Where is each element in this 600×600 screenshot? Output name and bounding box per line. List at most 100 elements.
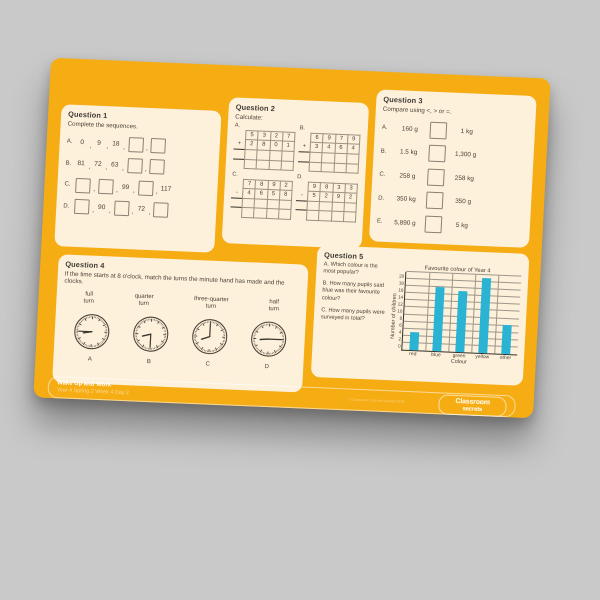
digit-cell: 4 — [346, 144, 360, 155]
comparison-row: D. 350 kg 350 g — [378, 190, 525, 213]
operator-cell — [298, 151, 311, 162]
turn-label-word: turn — [83, 298, 95, 305]
favourite-colour-chart: Favourite colour of Year 4 Number of chi… — [389, 264, 522, 368]
footer-copyright: © Classroom Secrets Limited 2019 — [348, 397, 405, 404]
logo-line-2: secrets — [462, 406, 483, 414]
digit-cell — [343, 212, 356, 223]
question-3-panel: Question 3 Compare using <, > or =. A. 16… — [368, 89, 537, 248]
answer-box[interactable] — [73, 199, 90, 215]
digit-cell: 5 — [307, 191, 321, 202]
digit-cell: 6 — [254, 189, 268, 200]
digit-cell — [280, 160, 294, 171]
y-tick-label: 2 — [398, 336, 402, 342]
y-tick-label: 18 — [398, 280, 405, 286]
digit-cell — [306, 210, 320, 221]
digit-cell — [268, 160, 282, 171]
comparison-answer-box[interactable] — [424, 215, 443, 234]
digit-cell: 5 — [245, 130, 259, 141]
answer-box[interactable] — [75, 177, 91, 194]
comparison-answer-box[interactable] — [429, 121, 448, 140]
digit-cell — [241, 207, 255, 218]
digit-cell: 3 — [332, 182, 346, 193]
comparison-answer-box[interactable] — [428, 144, 447, 163]
calculation-row — [297, 161, 359, 174]
digit-cell — [254, 198, 268, 209]
comma: , — [123, 143, 126, 151]
digit-cell: 4 — [242, 188, 256, 199]
sequence-row-label: B. — [65, 160, 72, 167]
clock-label: C — [205, 361, 211, 368]
comparison-row-label: E. — [376, 218, 383, 226]
digit-cell: 2 — [279, 180, 293, 191]
answer-box[interactable] — [97, 178, 114, 195]
digit-cell — [331, 201, 345, 213]
comma: , — [115, 186, 119, 194]
bar-blue — [432, 286, 446, 351]
comma: , — [145, 144, 149, 152]
digit-cell — [244, 149, 258, 160]
turn-label-word: turn — [138, 300, 150, 307]
turn-label-word: turn — [268, 305, 280, 313]
comparison-left-value: 160 g — [401, 125, 419, 133]
answer-box[interactable] — [127, 136, 144, 153]
turn-label: full turn — [83, 291, 94, 305]
digit-cell — [346, 153, 359, 164]
operator-cell — [233, 148, 246, 160]
chart-question: A. Which colour is the most popular? — [323, 260, 378, 276]
sequence-row-label: D. — [63, 203, 70, 210]
answer-box[interactable] — [113, 200, 130, 217]
y-tick-label: 8 — [399, 315, 403, 321]
question-5-questions: A. Which colour is the most popular? B. H… — [319, 261, 390, 362]
turn-label: half turn — [268, 299, 280, 313]
comparison-right-value: 258 kg — [454, 174, 475, 183]
digit-cell — [266, 199, 280, 210]
answer-box[interactable] — [137, 180, 154, 196]
x-tick-label: red — [409, 351, 417, 358]
digit-cell — [321, 152, 335, 163]
comma: , — [89, 142, 92, 150]
question-1-rows: A. 0, 9, 18,, B. 81, 72, 63,, C.,, 99,, 117 D., 90,,… — [63, 134, 213, 220]
x-tick-label: blue — [431, 351, 441, 359]
digit-cell: 2 — [344, 192, 357, 203]
sequence-row: C.,, 99,, 117 — [64, 177, 211, 198]
digit-cell — [269, 150, 282, 161]
comparison-right-value: 1,300 g — [454, 151, 477, 159]
y-tick-label: 10 — [397, 308, 403, 314]
answer-box[interactable] — [150, 137, 167, 154]
sequence-value: 99 — [121, 183, 130, 191]
comma: , — [155, 188, 158, 196]
question-4-clocks: A B C D — [60, 311, 298, 371]
digit-cell — [330, 211, 344, 222]
y-tick-label: 16 — [398, 287, 404, 293]
comparison-answer-box[interactable] — [425, 191, 444, 210]
digit-cell: 9 — [267, 180, 281, 191]
y-tick-label: 14 — [397, 294, 404, 300]
comparison-row: B. 1.5 kg 1,300 g — [380, 143, 527, 166]
sequence-value: 90 — [97, 204, 106, 212]
sequence-row-label: C. — [64, 181, 71, 188]
answer-box[interactable] — [153, 202, 170, 219]
classroom-secrets-logo: Classroom secrets — [437, 394, 507, 418]
operator-cell — [232, 179, 244, 189]
question-5-panel: Question 5 A. Which colour is the most p… — [310, 245, 530, 386]
sequence-row-label: A. — [66, 138, 73, 145]
question-2-panel: Question 2 Calculate: A. 5 3 2 7 +2 8 0 1 B. 6 9 7 9 +… — [221, 97, 370, 249]
sequence-row: B. 81, 72, 63,, — [65, 156, 212, 177]
answer-box[interactable] — [126, 158, 143, 174]
calculation-block: B. 6 9 7 9 +3 4 6 4 — [297, 126, 360, 174]
digit-cell: 3 — [310, 142, 323, 153]
digit-cell: 8 — [255, 179, 269, 190]
digit-cell: 7 — [282, 131, 296, 142]
chart-bars — [402, 271, 521, 354]
operator-cell: + — [302, 143, 307, 150]
digit-cell: 2 — [245, 139, 258, 150]
digit-cell — [278, 199, 292, 210]
digit-cell: 9 — [322, 133, 336, 144]
answer-box[interactable] — [149, 159, 166, 175]
operator-cell — [230, 207, 243, 218]
comparison-answer-box[interactable] — [426, 168, 445, 187]
comma: , — [91, 206, 95, 214]
comparison-right-value: 350 g — [454, 198, 472, 206]
operator-cell — [230, 197, 243, 208]
